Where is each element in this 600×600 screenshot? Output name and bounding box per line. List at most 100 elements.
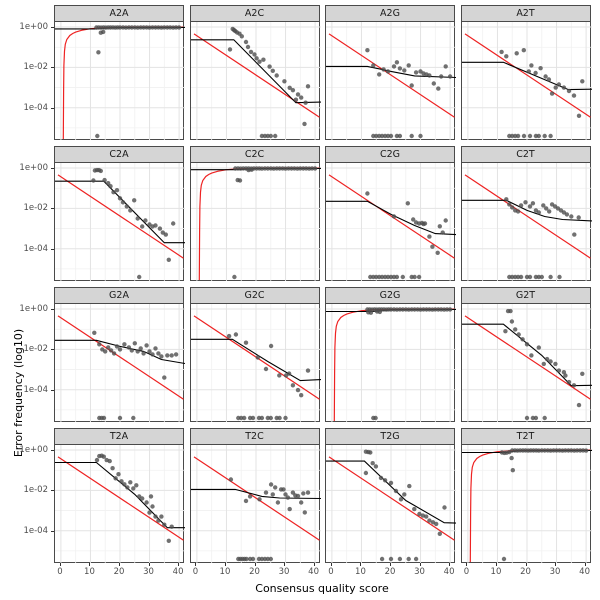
data-point [510, 468, 515, 473]
fit-line [461, 61, 592, 91]
data-point [248, 49, 253, 55]
data-point [106, 345, 111, 350]
x-tick-label: 20 [520, 567, 531, 577]
data-point [427, 234, 432, 239]
data-point [285, 495, 290, 500]
data-point [287, 85, 292, 90]
data-point [543, 206, 548, 211]
data-point [116, 472, 121, 477]
data-point [135, 216, 140, 221]
facet-plot-A2C [190, 22, 321, 140]
data-point [368, 310, 374, 315]
facet-strip-T2G: T2G [325, 428, 455, 445]
data-point [298, 393, 303, 398]
floor-data-point [527, 274, 532, 280]
data-points [94, 25, 182, 139]
floor-data-point [400, 274, 405, 280]
data-point [144, 343, 149, 348]
data-point [290, 88, 295, 93]
x-tick-mark [148, 563, 150, 566]
floor-data-point [515, 133, 520, 139]
x-tick-mark [419, 563, 421, 566]
data-point [391, 64, 397, 69]
data-point [568, 214, 573, 219]
data-point [117, 196, 123, 201]
data-point [226, 333, 231, 339]
data-point [509, 319, 514, 324]
x-tick-mark [313, 563, 315, 566]
data-point [124, 204, 129, 209]
data-point [96, 50, 101, 55]
facet-panel-T2C [189, 445, 321, 563]
y-tick-mark [51, 490, 54, 492]
grid-lines [190, 445, 321, 563]
floor-data-point [268, 133, 273, 139]
reference-line [198, 167, 320, 281]
data-point [576, 402, 581, 408]
y-tick-mark [51, 309, 54, 311]
facet-strip-G2G: G2G [325, 287, 455, 304]
data-point [301, 121, 307, 127]
data-point [437, 531, 442, 536]
data-points [498, 48, 584, 139]
grid-lines [326, 304, 456, 422]
x-tick-mark [224, 563, 226, 566]
y-tick-mark [51, 450, 54, 452]
data-point [251, 52, 257, 57]
data-point [521, 48, 526, 53]
data-point [162, 522, 167, 527]
data-point [103, 349, 108, 354]
data-point [388, 480, 394, 486]
data-point [119, 479, 124, 484]
data-point [169, 524, 174, 529]
facet-strip-G2T: G2T [460, 287, 591, 304]
data-point [411, 217, 416, 222]
fit-line [461, 199, 592, 222]
data-point [536, 210, 541, 215]
data-point [502, 329, 508, 334]
x-tick-label: 20 [113, 567, 125, 577]
data-point [243, 498, 248, 504]
data-point [111, 351, 117, 356]
data-point [135, 349, 140, 354]
reference-line [62, 26, 184, 140]
facet-strip-label: A2G [380, 8, 400, 19]
facet-strip-T2A: T2A [54, 428, 184, 445]
data-point [417, 511, 422, 517]
data-point [120, 200, 126, 205]
facet-strip-label: A2T [516, 8, 535, 19]
data-point [159, 514, 164, 519]
facet-strip-label: C2A [109, 149, 129, 160]
data-point [442, 505, 447, 510]
facet-strip-A2T: A2T [460, 5, 591, 22]
grid-lines [190, 163, 321, 281]
data-point [270, 68, 275, 73]
facet-plot-A2A [55, 22, 185, 140]
x-tick-mark [59, 563, 61, 566]
facet-strip-label: C2G [379, 149, 401, 160]
floor-data-point [268, 556, 273, 562]
facet-plot-T2A [55, 445, 185, 563]
data-point [447, 307, 453, 312]
data-point [150, 504, 155, 509]
facet-panel-T2A [54, 445, 185, 563]
data-point [157, 226, 163, 231]
data-point [435, 250, 440, 255]
data-point [516, 332, 521, 337]
x-tick-label: 0 [57, 567, 63, 577]
y-tick-mark [51, 168, 54, 170]
data-point [293, 97, 298, 102]
facet-plot-G2C [190, 304, 321, 422]
data-point [125, 485, 130, 490]
facet-plot-G2T [461, 304, 592, 422]
data-point [233, 332, 238, 337]
data-point [114, 344, 120, 349]
data-point [564, 212, 569, 217]
data-point [263, 490, 268, 495]
facet-panel-C2G [325, 163, 456, 281]
facet-plot-A2T [461, 22, 592, 140]
data-point [571, 232, 576, 237]
data-point [378, 475, 384, 481]
data-point [276, 373, 281, 378]
